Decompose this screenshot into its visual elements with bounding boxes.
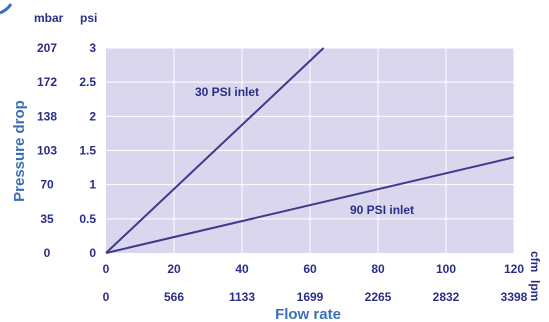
y2-tick-label: 103 <box>37 144 57 158</box>
y2-axis-unit: mbar <box>34 11 64 25</box>
x2-axis-unit: lpm <box>528 280 542 301</box>
x-tick-label: 40 <box>235 262 249 276</box>
x2-tick-label: 3398 <box>501 290 528 304</box>
y-tick-label: 3 <box>89 41 96 55</box>
y2-tick-label: 0 <box>44 246 51 260</box>
y-tick-label: 1.5 <box>79 144 96 158</box>
y2-tick-label: 70 <box>40 178 54 192</box>
x-tick-label: 100 <box>436 262 456 276</box>
x2-tick-label: 2832 <box>433 290 460 304</box>
y-tick-label: 1 <box>89 178 96 192</box>
series-line-0 <box>105 47 325 254</box>
series-label-90-psi-inlet: 90 PSI inlet <box>350 203 414 217</box>
x-axis-title: Flow rate <box>275 306 341 322</box>
x2-tick-label: 1133 <box>229 290 255 304</box>
y-tick-label: 2.5 <box>79 75 96 89</box>
series-line-1 <box>105 156 515 254</box>
x-tick-label: 80 <box>371 262 385 276</box>
y2-tick-label: 35 <box>40 212 54 226</box>
series-label-30-psi-inlet: 30 PSI inlet <box>195 85 259 99</box>
x-axis-unit: cfm <box>528 251 542 272</box>
x-tick-label: 0 <box>103 262 110 276</box>
x2-tick-label: 566 <box>164 290 184 304</box>
x2-tick-label: 0 <box>103 290 110 304</box>
x-tick-label: 60 <box>303 262 317 276</box>
series-lines <box>105 47 515 254</box>
y2-tick-label: 172 <box>37 75 57 89</box>
y2-tick-label: 207 <box>37 41 57 55</box>
y2-tick-label: 138 <box>37 109 57 123</box>
x2-tick-label: 2265 <box>365 290 392 304</box>
x2-tick-label: 1699 <box>297 290 324 304</box>
y-axis-unit: psi <box>80 11 97 25</box>
y-tick-label: 0 <box>89 246 96 260</box>
x-tick-label: 20 <box>167 262 181 276</box>
y-tick-label: 0.5 <box>79 212 96 226</box>
x-tick-label: 120 <box>504 262 524 276</box>
corner-mark <box>0 3 13 15</box>
y-axis-title: Pressure drop <box>11 100 28 202</box>
y-tick-label: 2 <box>89 109 96 123</box>
gridlines <box>106 47 515 253</box>
tick-labels: 0 0.5 1 1.5 2 2.5 3 0 35 70 103 138 172 207 0 20 40 60 80 1… <box>37 41 528 304</box>
